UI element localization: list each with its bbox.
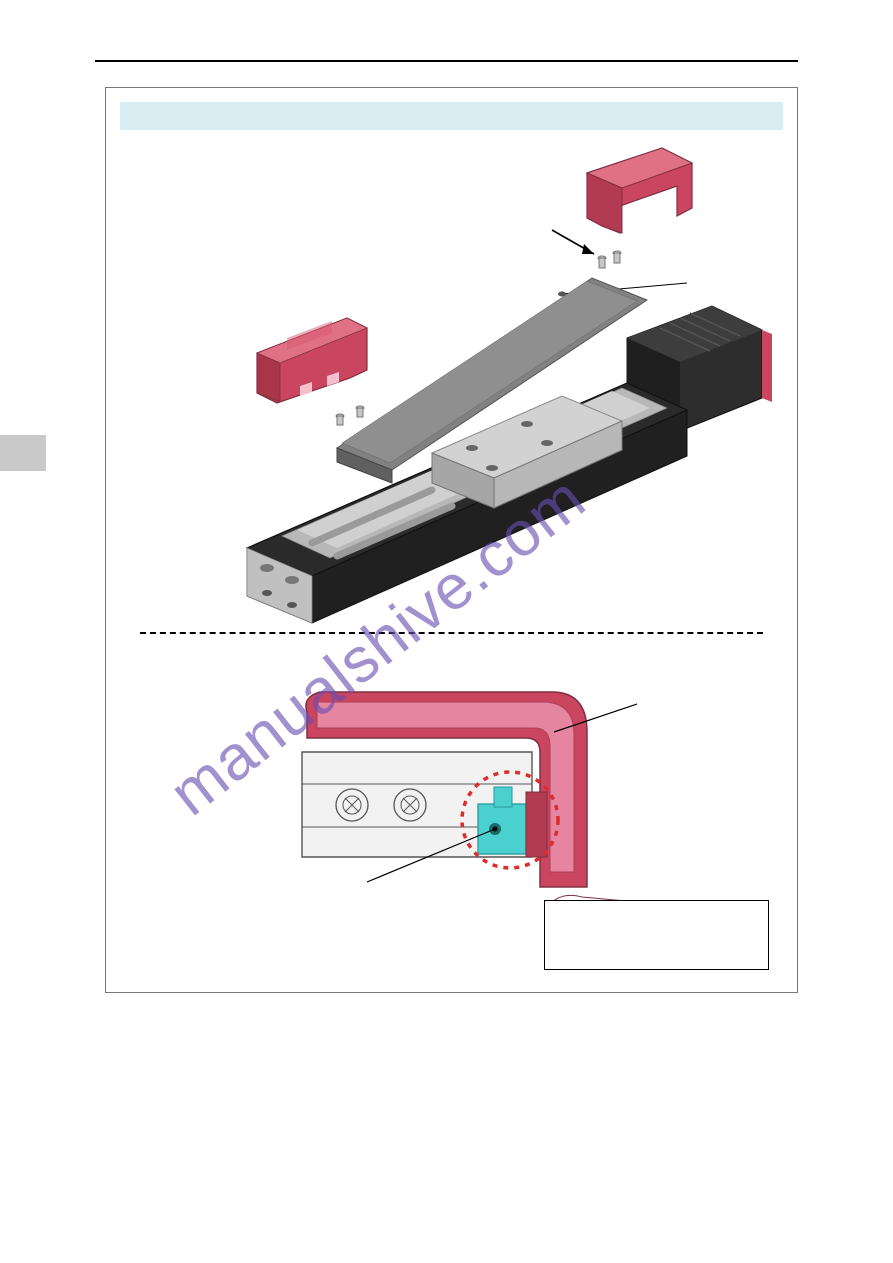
arrow-icon (552, 230, 594, 254)
step-banner (120, 102, 783, 130)
motor-cover-icon (587, 148, 692, 233)
exploded-view-figure (120, 138, 783, 628)
header-spacer (0, 0, 893, 60)
section-tab (0, 435, 46, 471)
note-box (544, 900, 769, 970)
header-rule (95, 60, 798, 62)
front-cap-icon (257, 318, 367, 403)
content-frame (105, 87, 798, 993)
screw-icon (598, 251, 621, 268)
screw-icon (336, 406, 364, 425)
leader-dot-icon (492, 827, 497, 832)
bracket-icon (526, 792, 547, 857)
